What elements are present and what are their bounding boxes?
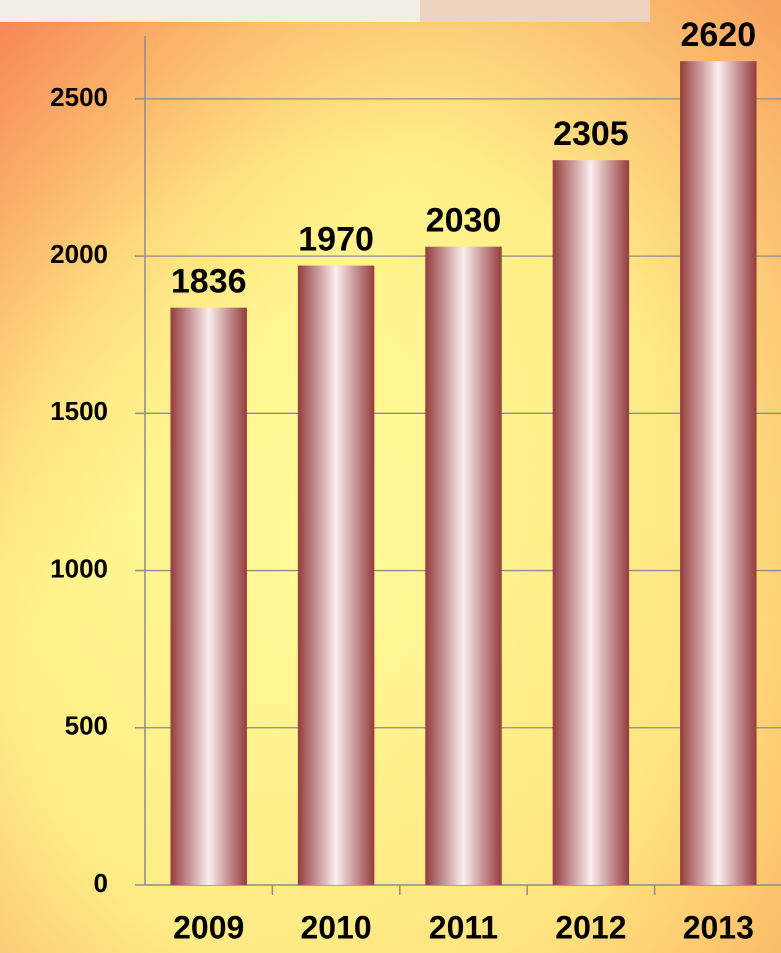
bar: [425, 246, 502, 885]
x-tick-label: 2013: [683, 909, 754, 945]
y-tick-label: 1000: [50, 553, 108, 583]
y-tick-label: 2000: [50, 239, 108, 269]
data-label: 1836: [171, 263, 247, 301]
y-tick-label: 0: [94, 868, 108, 898]
y-tick-label: 500: [65, 711, 108, 741]
bar: [297, 265, 375, 885]
y-tick-label: 1500: [50, 396, 108, 426]
data-label: 2620: [680, 16, 756, 54]
x-tick-label: 2011: [429, 909, 498, 945]
bar: [170, 307, 247, 885]
photo-detail: [420, 0, 650, 22]
x-tick-label: 2012: [555, 909, 626, 945]
x-tick-label: 2010: [301, 909, 372, 945]
bar: [552, 160, 630, 885]
bar: [680, 61, 757, 885]
x-tick-label: 2009: [173, 909, 244, 945]
data-label: 2305: [553, 115, 629, 153]
data-label: 1970: [298, 221, 374, 259]
y-tick-label: 2500: [50, 82, 108, 112]
data-label: 2030: [426, 202, 502, 240]
